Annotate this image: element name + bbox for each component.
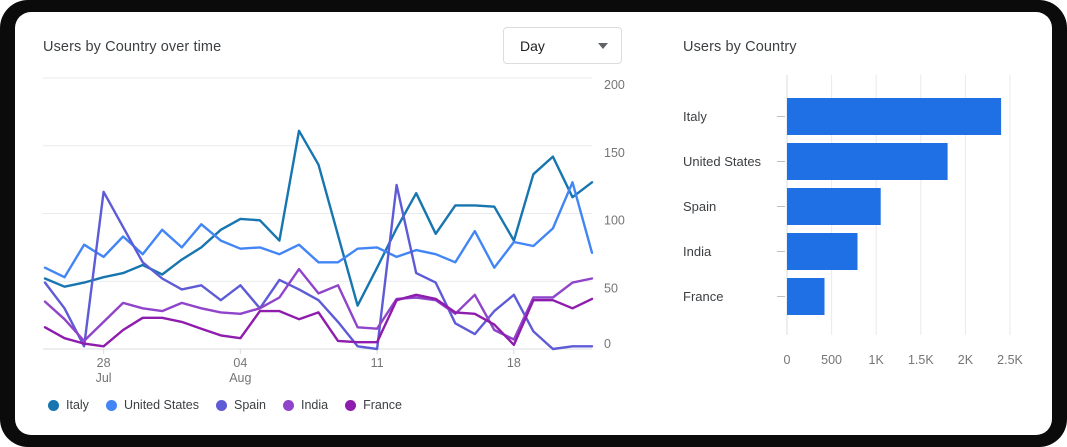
- bar-x-axis-label: 500: [821, 353, 842, 367]
- bar-x-axis-label: 2K: [958, 353, 974, 367]
- line-series-france[interactable]: [43, 293, 594, 348]
- line-series-india[interactable]: [43, 267, 594, 343]
- interval-dropdown[interactable]: Day: [503, 27, 622, 64]
- legend-item-india: India: [282, 398, 329, 412]
- legend-item-united-states: United States: [105, 398, 199, 412]
- chart-legend: Italy United States Spain India France: [48, 398, 402, 412]
- bar-france[interactable]: [787, 278, 825, 315]
- y-axis-label: 100: [604, 214, 625, 228]
- legend-label: Italy: [66, 398, 89, 412]
- dashboard-card: Users by Country over time Day 0 50 100 150…: [15, 12, 1052, 435]
- bar-italy[interactable]: [787, 98, 1002, 135]
- y-axis-label: 200: [604, 78, 625, 92]
- legend-dot-icon: [345, 399, 357, 411]
- bar-chart-title: Users by Country: [683, 39, 797, 55]
- bar-category-label: India: [683, 244, 712, 259]
- legend-item-italy: Italy: [48, 398, 89, 412]
- legend-item-france: France: [345, 398, 402, 412]
- legend-label: France: [363, 398, 402, 412]
- bar-x-axis-label: 1.5K: [908, 353, 934, 367]
- legend-label: India: [300, 398, 329, 412]
- x-axis-sublabel: Jul: [96, 371, 112, 385]
- legend-dot-icon: [48, 399, 59, 411]
- chevron-down-icon: [598, 42, 608, 49]
- bar-chart-svg: 0 500 1K 1.5K 2K 2.5K Italy United States Spain I…: [683, 75, 1024, 367]
- legend-label: Spain: [233, 398, 266, 412]
- legend-item-spain: Spain: [215, 398, 266, 412]
- legend-label: United States: [123, 398, 199, 412]
- x-axis-label: 28: [97, 356, 111, 370]
- x-axis-label: 11: [371, 356, 384, 370]
- bar-category-label: Spain: [683, 199, 716, 214]
- bar-x-axis-label: 0: [784, 353, 791, 367]
- y-axis-label: 150: [604, 146, 625, 160]
- line-chart: 0 50 100 150 200 28 Jul 04 Aug 11 18: [43, 72, 635, 395]
- y-axis-label: 50: [604, 281, 618, 295]
- line-series-united-states[interactable]: [43, 181, 594, 279]
- legend-dot-icon: [105, 399, 117, 411]
- bar-x-axis-label: 1K: [869, 353, 885, 367]
- bar-india[interactable]: [787, 233, 858, 270]
- x-axis-sublabel: Aug: [229, 371, 251, 385]
- x-axis-label: 18: [507, 356, 521, 370]
- y-axis-label: 0: [604, 337, 611, 351]
- line-series-italy[interactable]: [43, 129, 594, 307]
- bar-category-label: Italy: [683, 109, 707, 124]
- line-chart-title: Users by Country over time: [43, 39, 222, 55]
- bar-spain[interactable]: [787, 188, 881, 225]
- x-axis-label: 04: [233, 356, 247, 370]
- legend-dot-icon: [215, 399, 227, 411]
- bar-united-states[interactable]: [787, 143, 948, 180]
- bar-chart: 0 500 1K 1.5K 2K 2.5K Italy United States Spain I…: [675, 67, 1060, 382]
- bar-x-axis-label: 2.5K: [997, 353, 1023, 367]
- line-series-spain[interactable]: [43, 183, 594, 351]
- bar-category-label: United States: [683, 154, 762, 169]
- bar-category-label: France: [683, 289, 723, 304]
- legend-dot-icon: [282, 399, 294, 411]
- interval-dropdown-value: Day: [520, 37, 545, 54]
